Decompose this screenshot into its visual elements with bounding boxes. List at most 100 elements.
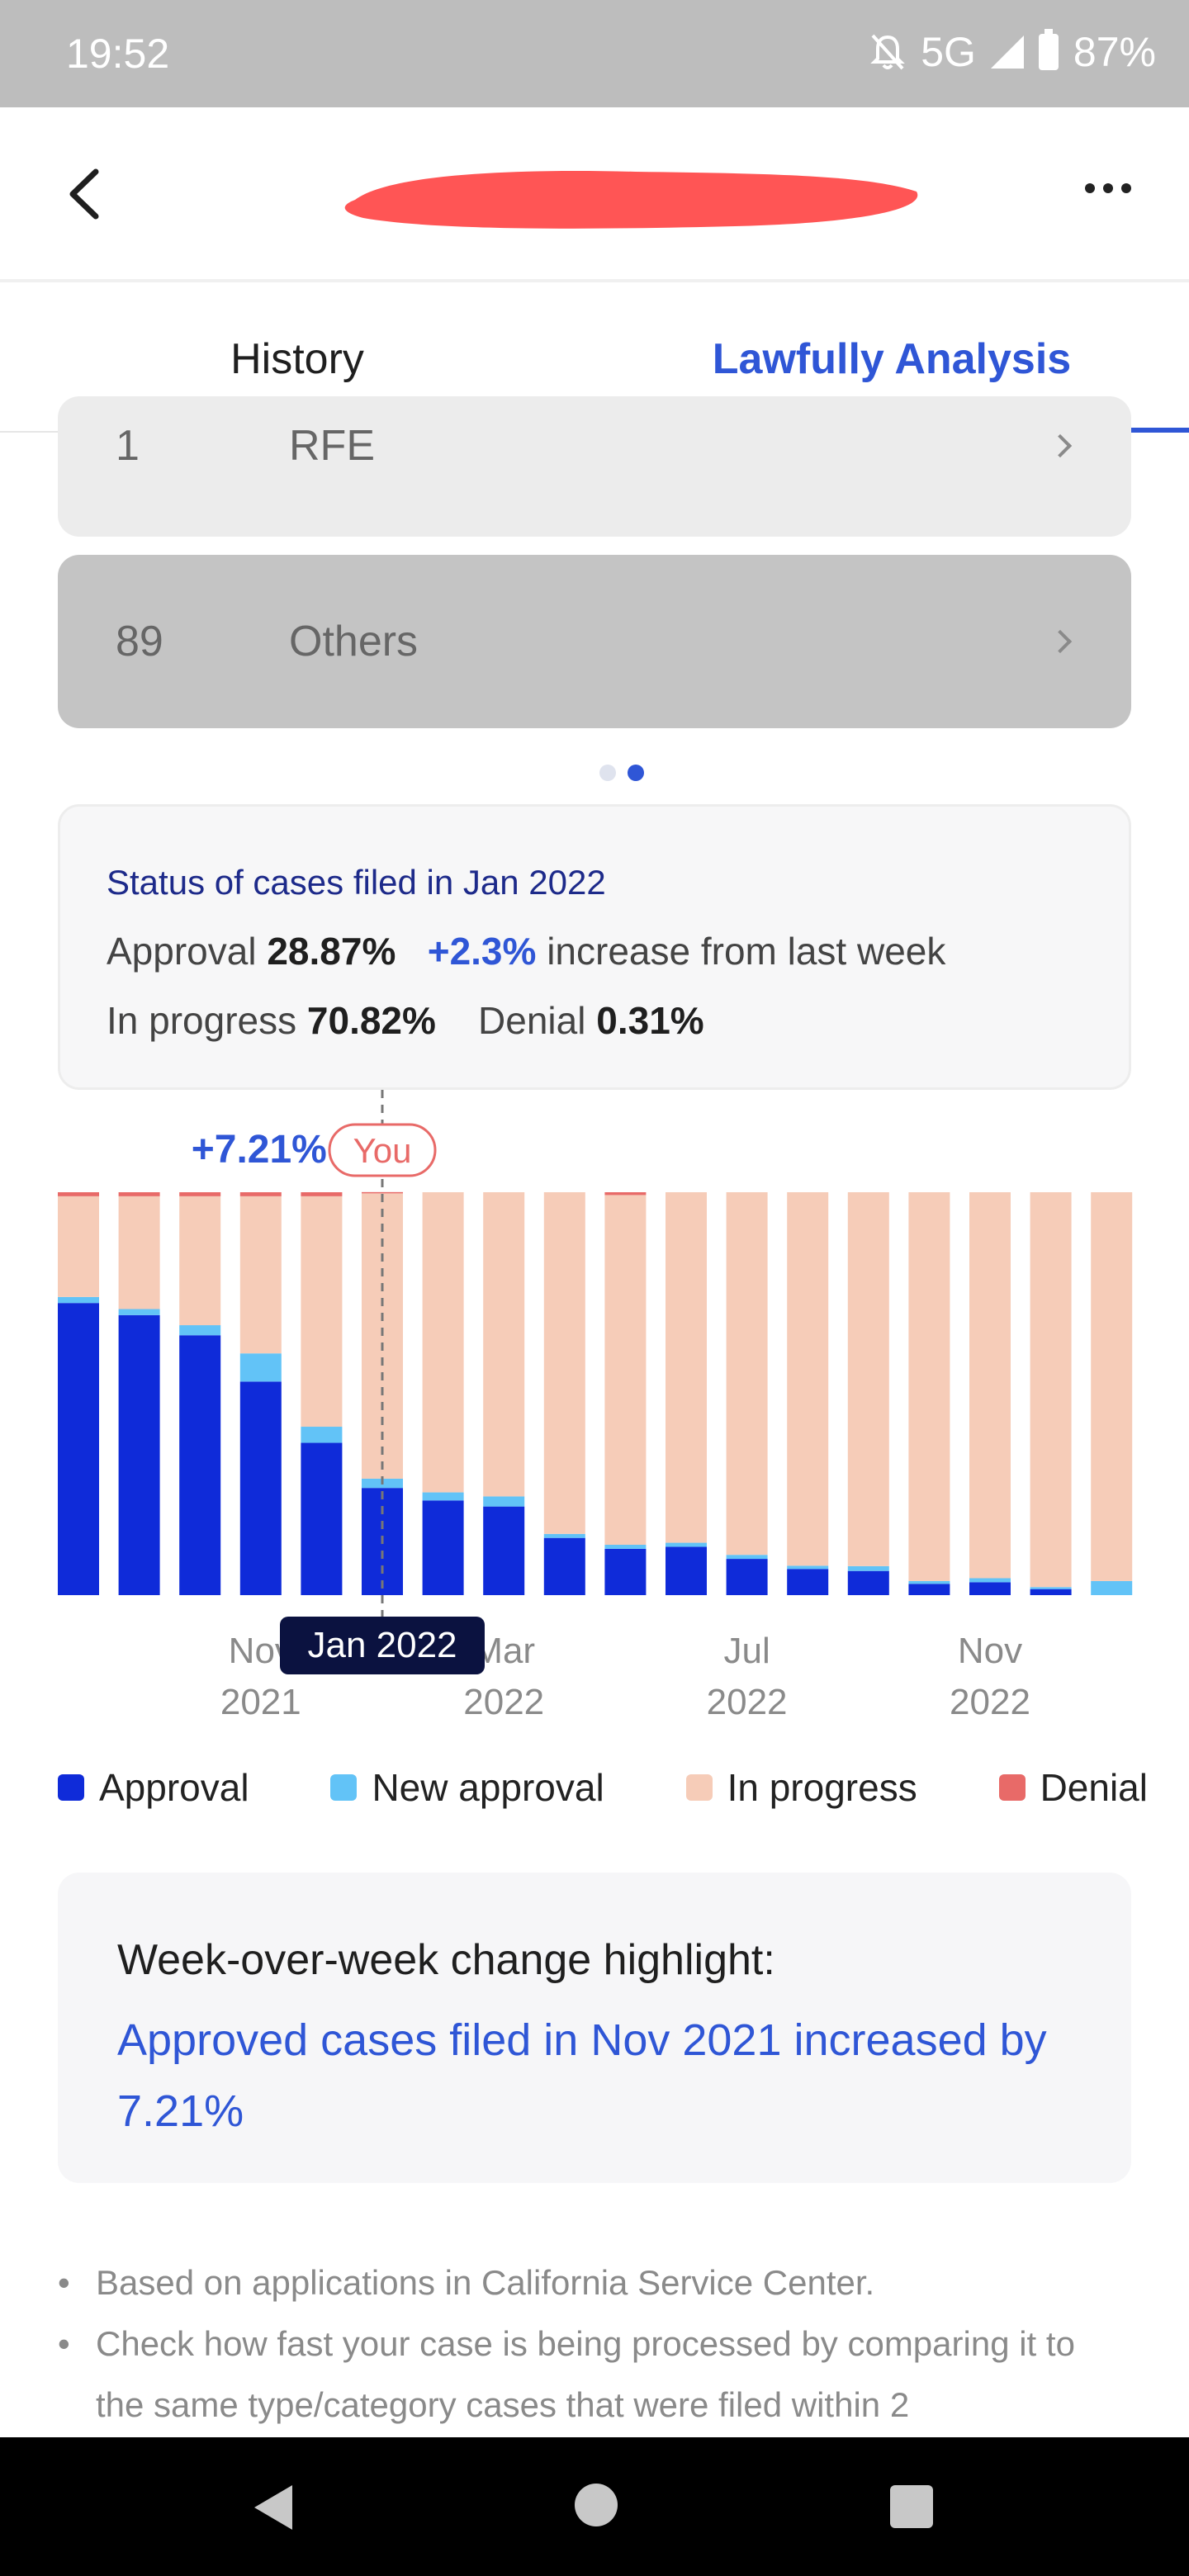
bar-in-progress[interactable]: [1030, 1192, 1072, 1588]
selected-tooltip-label: Jan 2022: [307, 1625, 457, 1665]
bar-approval[interactable]: [666, 1546, 707, 1595]
bar-in-progress[interactable]: [908, 1192, 950, 1581]
approval-value: 28.87%: [267, 930, 396, 973]
legend-label: In progress: [727, 1766, 917, 1809]
bar-denial[interactable]: [58, 1192, 99, 1196]
status-time: 19:52: [66, 31, 170, 77]
more-options-button[interactable]: [1085, 183, 1131, 193]
bar-denial[interactable]: [239, 1192, 282, 1196]
week-over-week-highlight-card: Week-over-week change highlight: Approve…: [58, 1873, 1131, 2183]
bar-denial[interactable]: [179, 1192, 221, 1196]
bar-new-approval[interactable]: [543, 1533, 585, 1538]
bar-approval[interactable]: [847, 1570, 889, 1595]
bar-new-approval[interactable]: [239, 1353, 282, 1382]
status-progress-row: In progress 70.82% Denial 0.31%: [107, 998, 704, 1043]
more-horizontal-icon: [1085, 183, 1095, 193]
bar-new-approval[interactable]: [908, 1580, 950, 1584]
signal-icon: [990, 36, 1024, 69]
bar-new-approval[interactable]: [666, 1542, 707, 1547]
bar-denial[interactable]: [301, 1192, 343, 1196]
legend-item-new-approval: New approval: [330, 1765, 604, 1810]
in-progress-value: 70.82%: [306, 999, 436, 1042]
bar-approval[interactable]: [422, 1500, 464, 1595]
legend-item-denial: Denial: [998, 1765, 1148, 1810]
bar-approval[interactable]: [543, 1537, 585, 1595]
bar-in-progress[interactable]: [1091, 1192, 1133, 1581]
bar-in-progress[interactable]: [422, 1192, 464, 1493]
bar-in-progress[interactable]: [847, 1192, 889, 1566]
bar-denial[interactable]: [118, 1192, 160, 1196]
redacted-title: [344, 171, 918, 229]
chart-legend: Approval New approval In progress Denial: [58, 1765, 1148, 1810]
bar-approval[interactable]: [483, 1506, 525, 1595]
chevron-left-icon[interactable]: [59, 165, 109, 223]
bar-in-progress[interactable]: [58, 1196, 99, 1297]
bar-in-progress[interactable]: [179, 1196, 221, 1326]
recents-square-icon[interactable]: [890, 2485, 933, 2528]
list-item-count: 1: [116, 422, 140, 470]
approval-change-value: +2.3%: [427, 930, 537, 973]
list-item-label: RFE: [289, 422, 375, 470]
bar-in-progress[interactable]: [239, 1196, 282, 1354]
bar-approval[interactable]: [1030, 1589, 1072, 1595]
pager-dot-active[interactable]: [628, 765, 644, 781]
bar-approval[interactable]: [787, 1569, 829, 1595]
bar-in-progress[interactable]: [666, 1192, 707, 1543]
list-item-others[interactable]: 89 Others: [58, 555, 1131, 728]
legend-label: New approval: [372, 1766, 604, 1809]
bar-in-progress[interactable]: [726, 1192, 768, 1556]
bar-in-progress[interactable]: [969, 1192, 1011, 1579]
bar-approval[interactable]: [969, 1582, 1011, 1595]
bar-new-approval[interactable]: [1030, 1587, 1072, 1589]
chevron-right-icon: [1048, 629, 1073, 654]
bar-approval[interactable]: [908, 1584, 950, 1595]
list-item-rfe[interactable]: 1 RFE: [58, 396, 1131, 537]
bar-new-approval[interactable]: [726, 1555, 768, 1560]
bar-in-progress[interactable]: [787, 1192, 829, 1566]
bar-approval[interactable]: [604, 1548, 647, 1595]
x-tick-label-month: Jul: [723, 1631, 770, 1671]
footnote-item: Based on applications in California Serv…: [58, 2252, 1131, 2313]
bar-approval[interactable]: [239, 1381, 282, 1595]
bar-approval[interactable]: [118, 1314, 160, 1595]
bar-new-approval[interactable]: [1091, 1580, 1133, 1595]
bell-off-icon: [870, 34, 906, 70]
bar-denial[interactable]: [604, 1192, 647, 1196]
bar-approval[interactable]: [726, 1559, 768, 1595]
bar-denial[interactable]: [362, 1191, 403, 1194]
bar-approval[interactable]: [301, 1442, 343, 1595]
bar-in-progress[interactable]: [301, 1196, 343, 1428]
home-circle-icon[interactable]: [575, 2484, 618, 2526]
bar-new-approval[interactable]: [604, 1545, 647, 1549]
system-nav-bar: [0, 2437, 1189, 2576]
legend-item-approval: Approval: [58, 1765, 249, 1810]
bar-new-approval[interactable]: [422, 1492, 464, 1501]
bar-new-approval[interactable]: [118, 1309, 160, 1315]
footnote-item: Check how fast your case is being proces…: [58, 2313, 1131, 2436]
bar-new-approval[interactable]: [787, 1565, 829, 1570]
bar-in-progress[interactable]: [118, 1196, 160, 1309]
bar-in-progress[interactable]: [604, 1195, 647, 1545]
back-triangle-icon[interactable]: [254, 2485, 292, 2530]
bar-new-approval[interactable]: [58, 1296, 99, 1304]
bar-new-approval[interactable]: [301, 1427, 343, 1443]
legend-swatch: [330, 1774, 358, 1801]
bar-in-progress[interactable]: [543, 1192, 585, 1534]
pager-dot[interactable]: [599, 765, 616, 781]
bar-new-approval[interactable]: [483, 1496, 525, 1507]
status-summary-title: Status of cases filed in Jan 2022: [107, 863, 606, 902]
approval-label: Approval: [107, 930, 257, 973]
x-tick-label-month: Nov: [958, 1631, 1022, 1671]
bar-new-approval[interactable]: [847, 1565, 889, 1571]
bar-in-progress[interactable]: [483, 1192, 525, 1497]
bar-approval[interactable]: [58, 1303, 99, 1595]
bar-new-approval[interactable]: [179, 1325, 221, 1336]
bar-approval[interactable]: [179, 1335, 221, 1595]
selected-tooltip-box: [280, 1617, 485, 1674]
status-bar: 19:52 5G 87%: [0, 0, 1189, 107]
bar-new-approval[interactable]: [969, 1578, 1011, 1583]
footnotes: Based on applications in California Serv…: [58, 2252, 1131, 2436]
list-item-label: Others: [289, 618, 419, 665]
legend-swatch: [998, 1774, 1026, 1801]
in-progress-label: In progress: [107, 999, 297, 1042]
